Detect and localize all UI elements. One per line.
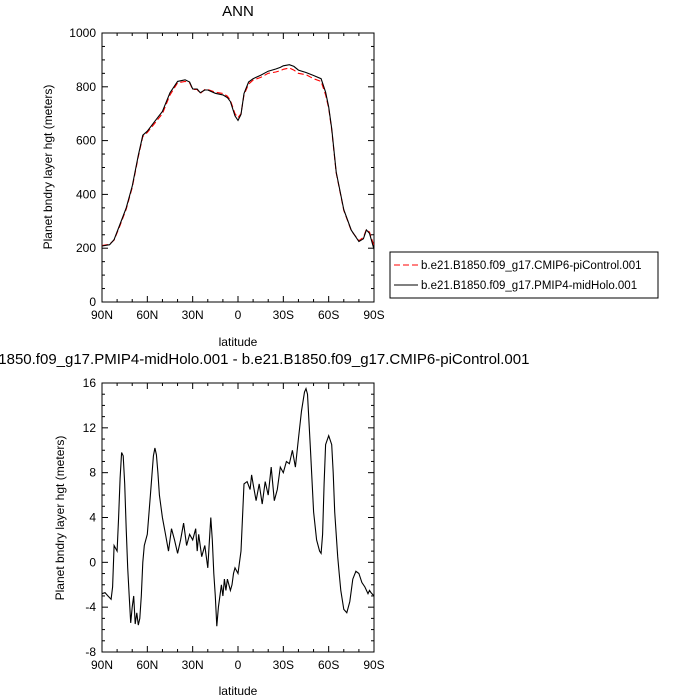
top-y-tick-label: 1000 [69, 26, 96, 40]
top-plot-frame [101, 32, 375, 303]
top-y-tick-label: 200 [76, 241, 96, 255]
top-y-axis-label: Planet bndry layer hgt (meters) [41, 85, 55, 250]
bottom-plot-frame [101, 382, 375, 653]
bottom-y-tick-label: 16 [83, 376, 97, 390]
top-x-tick-label: 90N [91, 308, 113, 322]
top-series [101, 64, 375, 250]
top-x-tick-label: 60S [318, 308, 339, 322]
bottom-x-tick-label: 90S [363, 658, 384, 672]
top-chart-title: ANN [222, 3, 254, 20]
top-series-line-0 [101, 67, 375, 247]
bottom-series-line-0 [101, 386, 375, 627]
legend-box [389, 251, 659, 299]
bottom-y-tick-label: 0 [89, 555, 96, 569]
bottom-x-axis-label: latitude [219, 684, 258, 698]
bottom-x-tick-label: 60N [136, 658, 158, 672]
top-series-line-1 [101, 64, 375, 250]
legend: b.e21.B1850.f09_g17.CMIP6-piControl.001 … [389, 251, 659, 299]
bottom-x-tick-label: 30N [182, 658, 204, 672]
bottom-y-tick-label: 4 [89, 511, 96, 525]
top-x-tick-label: 90S [363, 308, 384, 322]
top-y-tick-label: 400 [76, 187, 96, 201]
top-x-tick-label: 60N [136, 308, 158, 322]
top-x-tick-label: 30N [182, 308, 204, 322]
top-x-tick-label: 30S [273, 308, 294, 322]
top-y-tick-label: 600 [76, 134, 96, 148]
bottom-x-tick-label: 30S [273, 658, 294, 672]
bottom-x-tick-label: 90N [91, 658, 113, 672]
top-x-axis-label: latitude [219, 335, 258, 349]
bottom-series [101, 386, 375, 627]
bottom-y-tick-label: -4 [85, 600, 96, 614]
legend-entry-picontrol: b.e21.B1850.f09_g17.CMIP6-piControl.001 [421, 260, 642, 272]
bottom-y-tick-label: -8 [85, 645, 96, 659]
bottom-x-tick-label: 60S [318, 658, 339, 672]
top-panel: ANN Planet bndry layer hgt (meters) lati… [41, 3, 659, 349]
bottom-y-tick-label: 12 [83, 421, 97, 435]
top-y-tick-label: 800 [76, 80, 96, 94]
top-axes: 90N 60N 30N 0 30S 60S 90S 0 200 400 600 800 1000 [69, 26, 384, 322]
bottom-x-tick-label: 0 [235, 658, 242, 672]
bottom-panel: b.e21.B1850.f09_g17.PMIP4-midHolo.001 - … [0, 351, 529, 698]
bottom-axes: 90N 60N 30N 0 30S 60S 90S -8 -4 0 4 8 12 16 [83, 376, 385, 672]
top-y-tick-label: 0 [89, 295, 96, 309]
top-x-tick-label: 0 [235, 308, 242, 322]
bottom-y-tick-label: 8 [89, 466, 96, 480]
bottom-y-axis-label: Planet bndry layer hgt (meters) [53, 436, 67, 601]
bottom-chart-title: b.e21.B1850.f09_g17.PMIP4-midHolo.001 - … [0, 351, 529, 368]
legend-entry-midholo: b.e21.B1850.f09_g17.PMIP4-midHolo.001 [421, 280, 637, 292]
